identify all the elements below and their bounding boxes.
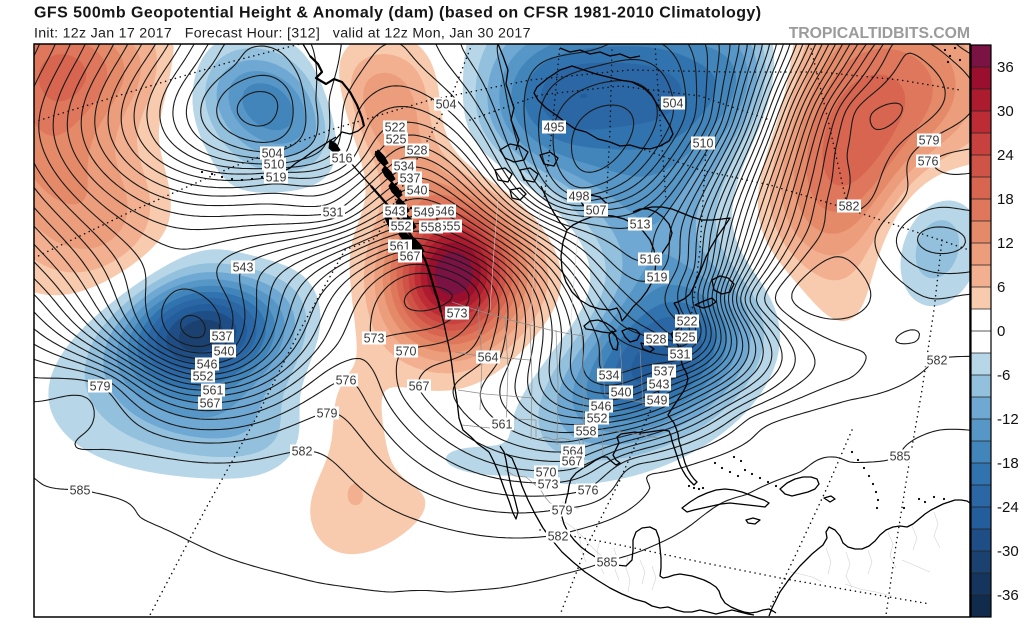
svg-text:561: 561: [492, 418, 513, 432]
svg-text:585: 585: [70, 484, 91, 498]
svg-text:540: 540: [214, 345, 235, 359]
svg-text:531: 531: [670, 348, 691, 362]
svg-text:519: 519: [647, 271, 668, 285]
svg-text:558: 558: [421, 221, 442, 235]
svg-text:540: 540: [407, 184, 428, 198]
svg-text:-36: -36: [997, 587, 1019, 604]
svg-text:537: 537: [212, 330, 233, 344]
svg-text:GFS 500mb Geopotential Height: GFS 500mb Geopotential Height & Anomaly …: [34, 5, 762, 22]
svg-text:6: 6: [997, 279, 1005, 296]
svg-text:0: 0: [997, 323, 1005, 340]
svg-text:540: 540: [611, 386, 632, 400]
svg-text:498: 498: [569, 190, 590, 204]
svg-text:573: 573: [364, 332, 385, 346]
svg-text:567: 567: [400, 250, 421, 264]
svg-text:504: 504: [436, 98, 457, 112]
svg-text:510: 510: [693, 137, 714, 151]
svg-text:495: 495: [544, 121, 565, 135]
svg-text:576: 576: [336, 374, 357, 388]
svg-text:579: 579: [317, 407, 338, 421]
svg-text:522: 522: [677, 315, 698, 329]
svg-text:-30: -30: [997, 543, 1019, 560]
svg-text:546: 546: [434, 205, 455, 219]
svg-text:510: 510: [264, 158, 285, 172]
svg-text:-12: -12: [997, 411, 1019, 428]
svg-text:504: 504: [663, 97, 684, 111]
svg-text:18: 18: [997, 191, 1014, 208]
svg-text:576: 576: [578, 484, 599, 498]
svg-text:537: 537: [654, 365, 675, 379]
svg-text:12: 12: [997, 235, 1014, 252]
svg-text:519: 519: [266, 171, 287, 185]
svg-text:585: 585: [597, 556, 618, 570]
svg-text:567: 567: [409, 380, 430, 394]
svg-text:543: 543: [649, 378, 670, 392]
svg-text:534: 534: [599, 369, 620, 383]
svg-text:-6: -6: [997, 367, 1010, 384]
svg-text:543: 543: [385, 205, 406, 219]
svg-text:549: 549: [647, 394, 668, 408]
svg-text:552: 552: [391, 220, 412, 234]
svg-text:582: 582: [839, 200, 860, 214]
svg-text:582: 582: [548, 530, 569, 544]
svg-text:582: 582: [292, 445, 313, 459]
svg-text:567: 567: [562, 455, 583, 469]
svg-text:585: 585: [890, 450, 911, 464]
svg-text:531: 531: [323, 206, 344, 220]
svg-text:546: 546: [591, 400, 612, 414]
svg-text:555: 555: [440, 220, 461, 234]
svg-text:543: 543: [233, 261, 254, 275]
svg-text:546: 546: [197, 358, 218, 372]
svg-text:513: 513: [630, 218, 651, 232]
svg-text:564: 564: [478, 351, 499, 365]
svg-text:525: 525: [675, 331, 696, 345]
svg-text:567: 567: [200, 397, 221, 411]
svg-text:-24: -24: [997, 499, 1019, 516]
svg-text:516: 516: [640, 253, 661, 267]
svg-text:582: 582: [927, 354, 948, 368]
svg-text:522: 522: [385, 121, 406, 135]
svg-text:528: 528: [407, 144, 428, 158]
svg-text:537: 537: [400, 172, 421, 186]
svg-text:TROPICALTIDBITS.COM: TROPICALTIDBITS.COM: [789, 25, 970, 42]
svg-text:579: 579: [90, 380, 111, 394]
svg-text:528: 528: [646, 333, 667, 347]
svg-text:36: 36: [997, 59, 1014, 76]
svg-text:534: 534: [394, 160, 415, 174]
svg-text:576: 576: [918, 155, 939, 169]
svg-text:570: 570: [396, 345, 417, 359]
svg-text:552: 552: [587, 412, 608, 426]
svg-text:504: 504: [262, 147, 283, 161]
svg-text:573: 573: [447, 307, 468, 321]
svg-text:561: 561: [203, 384, 224, 398]
svg-text:24: 24: [997, 147, 1014, 164]
svg-text:516: 516: [332, 152, 353, 166]
svg-text:570: 570: [536, 466, 557, 480]
svg-text:549: 549: [414, 206, 435, 220]
svg-text:507: 507: [586, 204, 607, 218]
svg-text:Init: 12z Jan 17 2017 Foreca: Init: 12z Jan 17 2017 Forecast Hour: [31…: [34, 26, 531, 42]
svg-text:558: 558: [576, 425, 597, 439]
svg-text:579: 579: [552, 504, 573, 518]
svg-text:573: 573: [538, 478, 559, 492]
svg-text:-18: -18: [997, 455, 1019, 472]
svg-text:579: 579: [919, 134, 940, 148]
svg-text:525: 525: [386, 133, 407, 147]
svg-text:552: 552: [193, 370, 214, 384]
svg-text:30: 30: [997, 103, 1014, 120]
